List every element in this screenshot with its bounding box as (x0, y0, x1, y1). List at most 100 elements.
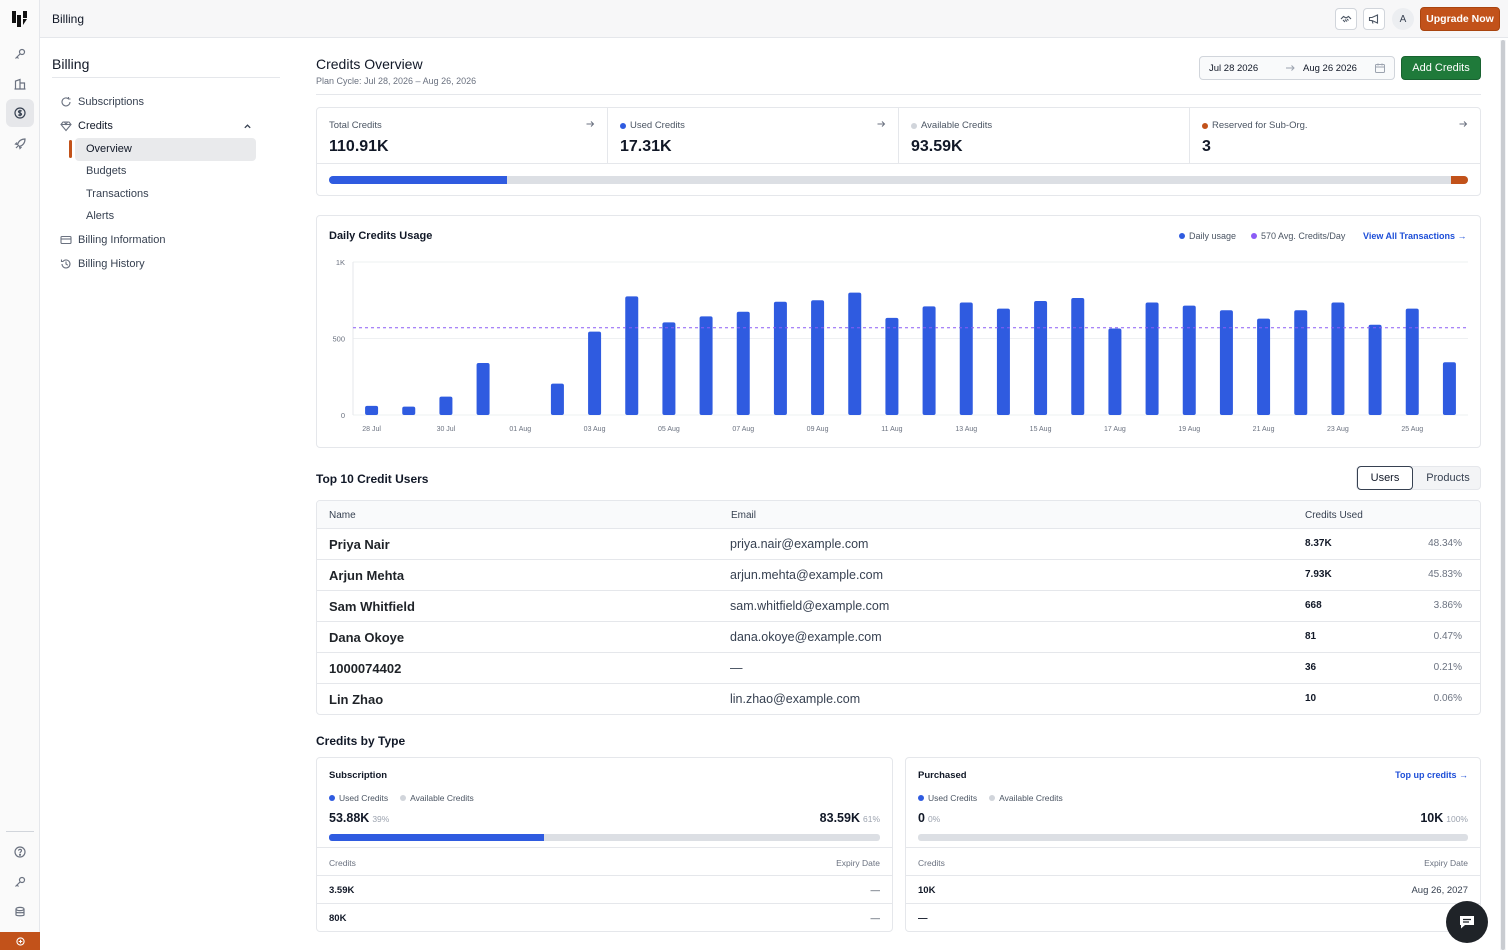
nav-item-label: Billing History (78, 258, 145, 270)
legend-dot (400, 795, 407, 801)
nav-item-billing-information[interactable]: Billing Information (60, 234, 165, 246)
x-tick-label: 11 Aug (881, 426, 902, 433)
purchased-credits-card: Purchased Top up credits → Used Credits … (905, 757, 1481, 932)
x-tick-label: 13 Aug (955, 426, 977, 433)
bar-15-aug (1034, 301, 1048, 415)
user-credits: 8.37K (1305, 538, 1332, 549)
x-tick-label: 25 Aug (1401, 426, 1423, 433)
help-icon[interactable] (6, 838, 34, 866)
megaphone-icon[interactable] (1363, 8, 1385, 30)
building-icon[interactable] (6, 70, 34, 98)
available-dot (911, 122, 917, 129)
bar-07-aug (736, 311, 750, 415)
bar-22-aug (1294, 310, 1308, 415)
bar-05-aug (662, 322, 676, 415)
rocket-icon[interactable] (6, 130, 34, 158)
bar-12-aug (922, 306, 936, 415)
user-credits: 10 (1305, 693, 1317, 704)
available-amount: 10K 100% (1420, 811, 1468, 825)
nav-sub-transactions[interactable]: Transactions (86, 188, 149, 200)
bar-17-aug (1108, 328, 1122, 415)
y-tick-label: 500 (332, 335, 345, 344)
nav-item-subscriptions[interactable]: Subscriptions (60, 96, 144, 108)
arrow-right-icon (877, 121, 886, 127)
coins-icon[interactable] (6, 898, 34, 926)
date-to[interactable]: Aug 26 2026 (1303, 63, 1357, 74)
header-divider (316, 94, 1481, 95)
bar-24-aug (1368, 324, 1382, 415)
card-legend: Used Credits Available Credits (918, 793, 1063, 803)
card-table-header: Credits Expiry Date (906, 847, 1480, 876)
nav-active-indicator (69, 140, 72, 158)
calendar-icon (1375, 63, 1385, 73)
expand-tab[interactable] (0, 932, 40, 950)
nav-sub-budgets[interactable]: Budgets (86, 165, 127, 177)
used-percent: 0% (927, 814, 941, 824)
nav-sub-overview[interactable]: Overview (86, 143, 132, 155)
table-row[interactable]: Arjun Mehta arjun.mehta@example.com 7.93… (317, 560, 1480, 591)
nav-item-label: Credits (78, 120, 113, 132)
user-percent: 0.47% (1433, 631, 1462, 642)
column-expiry: Expiry Date (1424, 858, 1468, 868)
card-usage-bar (329, 834, 880, 841)
key-icon[interactable] (6, 868, 34, 896)
stat-used-credits[interactable]: Used Credits 17.31K (608, 108, 899, 164)
history-icon (60, 258, 72, 270)
user-email: arjun.mehta@example.com (730, 568, 884, 582)
scrollbar-thumb[interactable] (1501, 40, 1505, 950)
daily-usage-chart: 0 500 1K 28 Jul 30 Jul 01 Aug 03 Aug 05 Aug 07 A… (332, 258, 1468, 433)
table-row[interactable]: Lin Zhao lin.zhao@example.com 10 0.06% (317, 684, 1480, 714)
table-row[interactable]: Dana Okoye dana.okoye@example.com 81 0.4… (317, 622, 1480, 653)
page-scrollbar[interactable] (1500, 40, 1506, 950)
column-credits: Credits (329, 858, 356, 868)
view-all-transactions-link[interactable]: View All Transactions → (1363, 231, 1467, 241)
table-row[interactable]: 1000074402 — 36 0.21% (317, 653, 1480, 684)
used-segment (329, 176, 507, 184)
diamond-icon (60, 120, 72, 132)
y-tick-label: 1K (336, 258, 345, 267)
reserved-segment (1451, 176, 1468, 184)
app-logo[interactable] (11, 10, 29, 28)
card-usage-bar (918, 834, 1468, 841)
legend-dot (1179, 233, 1185, 239)
column-credits: Credits (918, 858, 945, 868)
icon-rail (0, 0, 40, 950)
add-credits-button[interactable]: Add Credits (1401, 56, 1481, 80)
bar-20-aug (1219, 310, 1233, 415)
credits-usage-bar (329, 176, 1468, 184)
top-users-title: Top 10 Credit Users (316, 472, 429, 486)
table-header: Name Email Credits Used (317, 501, 1480, 529)
chat-support-button[interactable] (1446, 901, 1488, 943)
stat-value: 17.31K (620, 138, 672, 155)
handshake-icon[interactable] (1335, 8, 1357, 30)
billing-dollar-icon[interactable] (6, 99, 34, 127)
top-up-credits-link[interactable]: Top up credits → (1395, 770, 1468, 780)
nav-item-credits[interactable]: Credits (60, 120, 113, 132)
arrow-right-icon (1459, 121, 1468, 127)
table-row[interactable]: Priya Nair priya.nair@example.com 8.37K … (317, 529, 1480, 560)
user-email: lin.zhao@example.com (730, 692, 861, 706)
chevron-up-icon[interactable] (243, 122, 252, 131)
nav-sub-alerts[interactable]: Alerts (86, 210, 115, 222)
date-from[interactable]: Jul 28 2026 (1209, 63, 1259, 74)
list-item: 3.59K — (317, 876, 892, 904)
x-tick-label: 17 Aug (1104, 426, 1126, 433)
upgrade-now-button[interactable]: Upgrade Now (1420, 7, 1500, 31)
used-amount: 0 0% (918, 811, 940, 825)
credit-amount: 10K (918, 885, 936, 896)
key-icon[interactable] (6, 40, 34, 68)
credits-by-type-title: Credits by Type (316, 734, 406, 748)
nav-item-billing-history[interactable]: Billing History (60, 258, 145, 270)
chat-bubble-icon (1460, 916, 1474, 929)
user-name: 1000074402 (329, 661, 402, 676)
stat-total-credits[interactable]: Total Credits 110.91K (317, 108, 608, 164)
table-row[interactable]: Sam Whitfield sam.whitfield@example.com … (317, 591, 1480, 622)
stat-label-wrap: Reserved for Sub-Org. (1202, 120, 1308, 131)
date-range-picker[interactable]: Jul 28 2026 Aug 26 2026 (1199, 56, 1395, 80)
toggle-users[interactable]: Users (1357, 466, 1413, 490)
stat-reserved-sub-org[interactable]: Reserved for Sub-Org. 3 (1190, 108, 1480, 164)
toggle-products[interactable]: Products (1426, 472, 1470, 484)
avatar[interactable]: A (1392, 8, 1414, 30)
x-tick-label: 03 Aug (584, 426, 606, 433)
user-credits: 36 (1305, 662, 1317, 673)
